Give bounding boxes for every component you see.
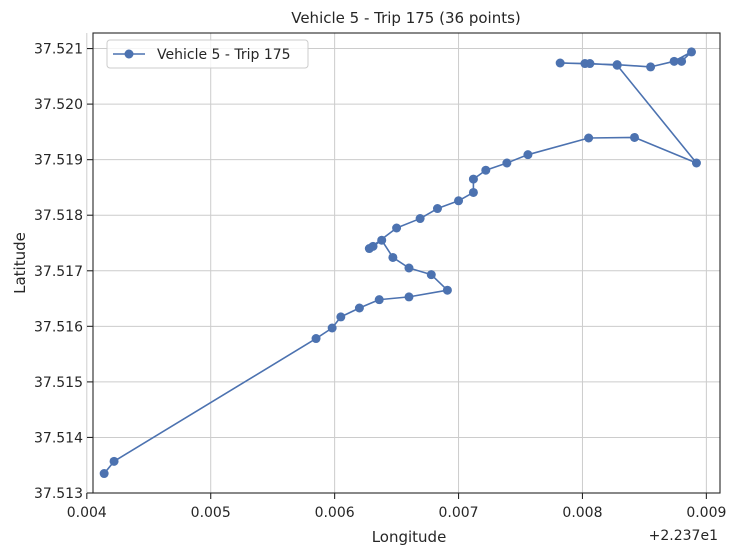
legend: Vehicle 5 - Trip 175 — [106, 39, 309, 69]
data-point — [442, 285, 452, 295]
y-tick-label: 37.513 — [34, 486, 83, 502]
data-point — [426, 270, 436, 280]
y-tick-label: 37.517 — [34, 264, 83, 280]
data-point — [99, 469, 109, 479]
x-tick-label: 0.008 — [562, 505, 602, 521]
y-ticks: 37.513 37.514 37.515 37.516 37.517 37.518 37.5… — [34, 42, 93, 502]
data-point — [523, 150, 533, 160]
data-point — [415, 214, 425, 224]
data-point — [468, 174, 478, 184]
chart-title: Vehicle 5 - Trip 175 (36 points) — [291, 9, 521, 27]
data-point — [388, 252, 398, 262]
data-point — [612, 60, 622, 70]
data-point — [677, 56, 687, 66]
data-point — [432, 204, 442, 214]
x-tick-label: 0.009 — [686, 505, 726, 521]
data-point — [555, 58, 565, 68]
data-point — [377, 235, 387, 245]
data-point — [404, 263, 414, 273]
axes-frame — [92, 32, 721, 494]
y-tick-label: 37.514 — [34, 430, 83, 446]
y-tick-label: 37.518 — [34, 208, 83, 224]
data-point — [669, 56, 679, 66]
data-point — [502, 158, 512, 168]
data-point — [311, 334, 321, 344]
y-tick-label: 37.516 — [34, 319, 83, 335]
x-tick-label: 0.007 — [438, 505, 478, 521]
legend-frame — [106, 39, 309, 69]
y-tick-label: 37.519 — [34, 153, 83, 169]
data-point — [404, 292, 414, 302]
legend-label: Vehicle 5 - Trip 175 — [157, 47, 291, 63]
grid — [86, 33, 720, 494]
data-point — [374, 295, 384, 305]
x-ticks: 0.004 0.005 0.006 0.007 0.008 0.009 — [67, 493, 726, 521]
legend-marker-icon — [124, 49, 134, 59]
data-point — [687, 47, 696, 57]
data-point — [481, 165, 491, 175]
y-tick-label: 37.521 — [34, 42, 83, 58]
data-point — [691, 158, 701, 168]
x-axis-label: Longitude — [372, 528, 447, 546]
data-point — [454, 196, 464, 206]
data-point — [364, 244, 374, 254]
y-axis-label: Latitude — [11, 232, 29, 294]
data-point — [327, 323, 337, 333]
series-plot — [99, 47, 701, 479]
x-tick-label: 0.005 — [191, 505, 231, 521]
x-tick-label: 0.004 — [67, 505, 107, 521]
data-point — [109, 456, 119, 466]
data-point — [580, 59, 590, 69]
y-tick-label: 37.515 — [34, 375, 83, 391]
data-point — [630, 132, 639, 142]
data-point — [584, 133, 594, 143]
x-axis-offset-label: +2.237e1 — [649, 528, 718, 544]
data-point — [354, 303, 364, 313]
data-point — [646, 62, 656, 72]
x-tick-label: 0.006 — [315, 505, 355, 521]
y-tick-label: 37.520 — [34, 97, 83, 113]
data-point — [392, 223, 402, 233]
data-point — [468, 187, 478, 197]
data-point — [336, 312, 346, 322]
